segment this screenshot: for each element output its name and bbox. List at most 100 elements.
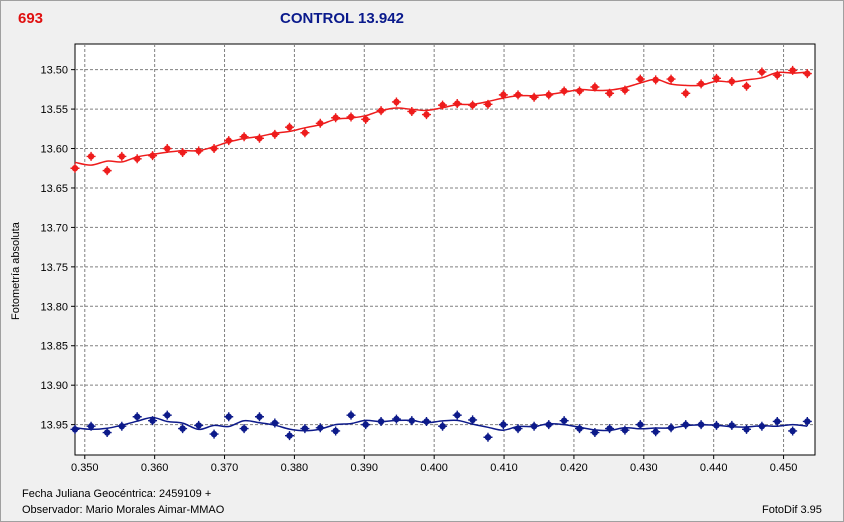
- red-series-point-cross: [346, 112, 356, 122]
- red-series-point-cross: [117, 151, 127, 161]
- red-series-point-cross: [331, 113, 341, 123]
- red-series-point-cross: [696, 79, 706, 89]
- blue-series-point-cross: [178, 424, 188, 434]
- x-tick-label: 0.360: [141, 462, 169, 474]
- red-series-point-cross: [407, 106, 417, 116]
- blue-series-point-cross: [315, 423, 325, 433]
- y-tick-label: 13.90: [40, 380, 68, 392]
- software-version: FotoDif 3.95: [762, 504, 822, 516]
- blue-series-point-cross: [194, 420, 204, 430]
- blue-series-point-cross: [742, 424, 752, 434]
- red-series-point-cross: [162, 144, 172, 154]
- observer-label: Observador: Mario Morales Aimar-MMAO: [22, 504, 225, 516]
- red-series-point-cross: [239, 132, 249, 142]
- red-series-point-cross: [132, 154, 142, 164]
- blue-series-point-cross: [270, 418, 280, 428]
- y-tick-label: 13.60: [40, 144, 68, 156]
- red-series-point-cross: [178, 147, 188, 157]
- x-tick-label: 0.380: [281, 462, 309, 474]
- red-series-point-cross: [361, 114, 371, 124]
- blue-series-point-cross: [788, 426, 798, 436]
- red-series-point-cross: [468, 100, 478, 110]
- blue-series-point-cross: [70, 424, 80, 434]
- x-tick-label: 0.440: [700, 462, 728, 474]
- red-series-point-cross: [452, 99, 462, 109]
- blue-series-point-cross: [498, 420, 508, 430]
- red-series-point-cross: [605, 88, 615, 98]
- chart-title: CONTROL 13.942: [280, 10, 404, 27]
- red-series-point-cross: [86, 151, 96, 161]
- red-series-point-cross: [711, 73, 721, 83]
- blue-series-point-cross: [452, 410, 462, 420]
- y-tick-label: 13.80: [40, 301, 68, 313]
- red-series-point-cross: [300, 128, 310, 138]
- blue-series-point-cross: [590, 428, 600, 438]
- red-series-point-cross: [285, 122, 295, 132]
- blue-series-point-cross: [529, 421, 539, 431]
- red-series-point-cross: [788, 65, 798, 75]
- red-series-point-cross: [421, 110, 431, 120]
- blue-series-point-cross: [544, 420, 554, 430]
- red-series-point-cross: [757, 67, 767, 77]
- blue-series-point-cross: [148, 416, 158, 426]
- red-series-point-cross: [529, 92, 539, 102]
- blue-series-point-cross: [162, 410, 172, 420]
- red-series-point-cross: [498, 90, 508, 100]
- red-series-point-cross: [438, 100, 448, 110]
- blue-series-point-cross: [391, 414, 401, 424]
- plot-area: [74, 43, 816, 456]
- blue-series-point-cross: [117, 421, 127, 431]
- red-series-point-cross: [376, 106, 386, 116]
- red-series-point-cross: [666, 74, 676, 84]
- blue-series-point-cross: [438, 421, 448, 431]
- blue-series-point-cross: [361, 420, 371, 430]
- blue-series-point-cross: [407, 416, 417, 426]
- red-series-point-cross: [102, 166, 112, 176]
- blue-series-point-cross: [86, 421, 96, 431]
- blue-series-point-cross: [802, 416, 812, 426]
- date-label: Fecha Juliana Geocéntrica: 2459109 +: [22, 488, 212, 500]
- blue-series-point-cross: [513, 424, 523, 434]
- x-tick-label: 0.430: [630, 462, 658, 474]
- red-series-point-cross: [772, 70, 782, 80]
- red-series-point-cross: [559, 86, 569, 96]
- y-tick-label: 13.85: [40, 341, 68, 353]
- x-tick-label: 0.400: [420, 462, 448, 474]
- x-tick-label: 0.350: [71, 462, 99, 474]
- x-tick-label: 0.390: [351, 462, 379, 474]
- blue-series-point-cross: [727, 420, 737, 430]
- blue-series-point-cross: [757, 421, 767, 431]
- x-tick-label: 0.370: [211, 462, 239, 474]
- blue-series-point-cross: [605, 424, 615, 434]
- blue-series-point-cross: [483, 432, 493, 442]
- blue-series-point-cross: [711, 420, 721, 430]
- red-series-point-cross: [544, 90, 554, 100]
- blue-series-point-cross: [696, 420, 706, 430]
- blue-series-point-cross: [331, 426, 341, 436]
- red-series-point-cross: [483, 99, 493, 109]
- blue-series-point-cross: [681, 420, 691, 430]
- blue-series-point-cross: [346, 410, 356, 420]
- y-tick-label: 13.50: [40, 65, 68, 77]
- y-tick-label: 13.75: [40, 262, 68, 274]
- y-tick-label: 13.70: [40, 222, 68, 234]
- blue-series-point-cross: [224, 412, 234, 422]
- red-series-point-cross: [635, 74, 645, 84]
- blue-series-point-cross: [651, 427, 661, 437]
- red-series-point-cross: [651, 75, 661, 85]
- blue-series-point-cross: [575, 424, 585, 434]
- y-tick-label: 13.65: [40, 183, 68, 195]
- blue-series-point-cross: [421, 416, 431, 426]
- red-series-point-cross: [254, 133, 264, 143]
- object-id: 693: [18, 10, 44, 27]
- red-series-point-cross: [575, 86, 585, 96]
- blue-series-point-cross: [209, 429, 219, 439]
- red-series-point-cross: [391, 97, 401, 107]
- red-series-point-cross: [224, 136, 234, 146]
- red-series-point-cross: [270, 129, 280, 139]
- blue-series-point-cross: [132, 412, 142, 422]
- red-series-point-cross: [315, 118, 325, 128]
- x-tick-label: 0.420: [560, 462, 588, 474]
- red-series-point-cross: [513, 90, 523, 100]
- red-series-point-cross: [681, 88, 691, 98]
